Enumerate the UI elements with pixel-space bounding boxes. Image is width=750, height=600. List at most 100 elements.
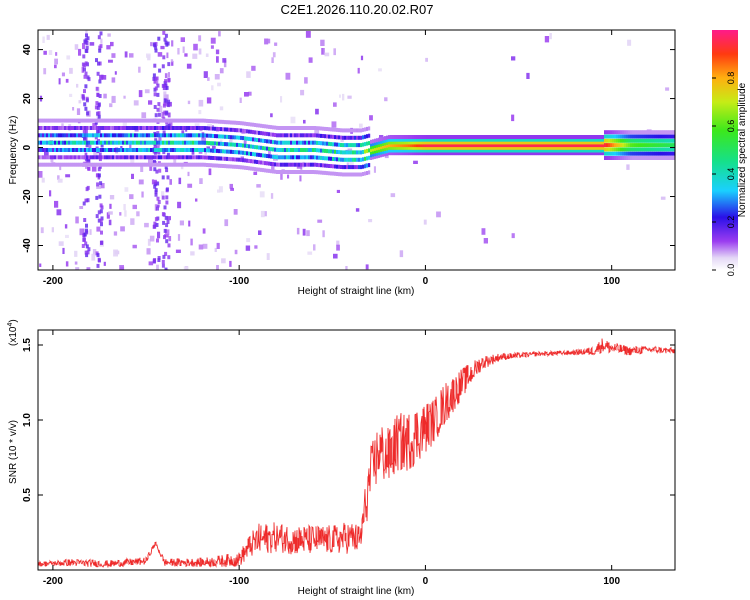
ridge-cell	[280, 140, 283, 145]
ridge-cell	[588, 135, 591, 139]
noise-cell	[161, 191, 165, 196]
ridge-cell	[536, 137, 539, 142]
ridge-cell	[140, 155, 143, 160]
ridge-cell	[192, 155, 195, 160]
ridge-cell	[284, 126, 287, 130]
ridge-cell	[192, 126, 195, 130]
ridge-cell	[512, 148, 515, 153]
ridge-cell	[414, 135, 417, 139]
ridge-cell	[228, 142, 231, 147]
ridge-cell	[40, 155, 43, 160]
noise-cell	[216, 242, 220, 249]
ridge-cell	[354, 135, 357, 140]
ridge-cell	[294, 162, 297, 167]
ridge-cell	[114, 133, 117, 138]
ridge-cell	[658, 156, 661, 160]
ridge-cell	[428, 145, 431, 150]
noise-cell	[177, 48, 180, 55]
ridge-cell	[542, 151, 545, 156]
ridge-cell	[284, 170, 287, 174]
ridge-cell	[354, 172, 357, 177]
ridge-cell	[384, 141, 387, 146]
ridge-cell	[612, 143, 615, 148]
ridge-cell	[258, 145, 261, 150]
ridge-cell	[208, 119, 211, 123]
ridge-cell	[502, 148, 505, 153]
ridge-cell	[438, 143, 441, 148]
ridge-cell	[84, 133, 87, 138]
ridge-cell	[42, 133, 45, 138]
ridge-cell	[188, 118, 191, 123]
ridge-cell	[160, 126, 163, 130]
ridge-cell	[450, 143, 453, 148]
ridge-cell	[342, 143, 345, 148]
ridge-cell	[338, 157, 341, 162]
ridge-cell	[266, 124, 269, 129]
ridge-cell	[484, 135, 487, 139]
ridge-cell	[42, 148, 45, 152]
ridge-cell	[494, 143, 497, 148]
ridge-cell	[162, 162, 165, 167]
ridge-cell	[324, 141, 327, 146]
ridge-cell	[268, 132, 271, 137]
ridge-cell	[238, 157, 241, 162]
ridge-cell	[226, 120, 229, 125]
ridge-cell	[632, 143, 635, 148]
ridge-cell	[592, 140, 595, 145]
ridge-cell	[178, 126, 181, 130]
ridge-cell	[144, 133, 147, 138]
ridge-cell	[130, 140, 133, 145]
noise-cell	[103, 261, 106, 266]
ridge-cell	[302, 155, 305, 160]
ridge-cell	[90, 155, 93, 160]
ridge-cell	[430, 140, 433, 145]
spectrogram-ridge	[38, 118, 675, 177]
noise-cell	[526, 72, 530, 79]
ridge-cell	[292, 126, 295, 130]
ridge-cell	[604, 130, 607, 135]
ridge-cell	[174, 155, 177, 160]
ridge-cell	[470, 135, 473, 139]
noise-streak-cell	[165, 168, 169, 173]
noise-cell	[165, 94, 169, 99]
ridge-cell	[168, 133, 171, 138]
ridge-cell	[218, 149, 221, 154]
ridge-cell	[454, 148, 457, 153]
x-tick-label: 100	[603, 576, 620, 587]
ridge-cell	[358, 157, 361, 162]
ridge-cell	[172, 133, 175, 138]
ridge-cell	[472, 148, 475, 153]
ridge-cell	[110, 133, 113, 138]
noise-streak-cell	[83, 232, 87, 237]
ridge-cell	[182, 140, 185, 145]
ridge-cell	[392, 135, 395, 139]
ridge-cell	[300, 133, 303, 138]
ridge-cell	[84, 118, 87, 123]
ridge-cell	[582, 148, 585, 153]
ridge-cell	[298, 140, 301, 145]
ridge-cell	[340, 135, 343, 140]
ridge-cell	[212, 134, 215, 138]
ridge-cell	[404, 145, 407, 150]
ridge-cell	[376, 149, 379, 153]
ridge-cell	[256, 160, 259, 164]
ridge-cell	[170, 126, 173, 130]
noise-cell	[280, 96, 283, 103]
ridge-cell	[528, 143, 531, 148]
ridge-cell	[502, 140, 505, 145]
ridge-cell	[582, 140, 585, 145]
ridge-cell	[504, 148, 507, 153]
ridge-cell	[282, 148, 285, 152]
ridge-cell	[524, 145, 527, 150]
ridge-cell	[200, 140, 203, 145]
ridge-cell	[374, 138, 377, 143]
ridge-cell	[406, 135, 409, 139]
ridge-cell	[118, 140, 121, 145]
ridge-cell	[582, 135, 585, 139]
ridge-cell	[310, 148, 313, 152]
ridge-cell	[70, 126, 73, 130]
ridge-cell	[506, 137, 509, 142]
ridge-cell	[322, 126, 325, 131]
ridge-cell	[226, 164, 229, 169]
ridge-cell	[506, 145, 509, 150]
